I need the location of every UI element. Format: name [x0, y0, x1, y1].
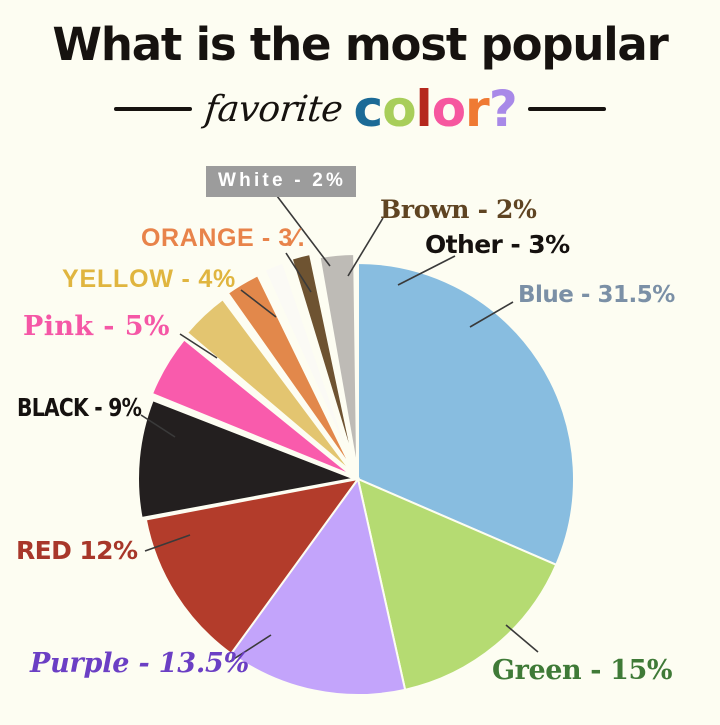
pie-slice-purple[interactable] — [229, 476, 407, 696]
pie-slice-other[interactable] — [318, 253, 359, 471]
leader-line — [347, 217, 384, 277]
slice-label-brown[interactable]: Brown - 2% — [380, 195, 537, 224]
leader-line — [505, 624, 539, 653]
title-word-color: color? — [353, 80, 518, 138]
leader-line — [397, 255, 456, 286]
pie-slice-red[interactable] — [144, 477, 361, 656]
title-rule-left — [114, 107, 193, 111]
pie-slice-brown[interactable] — [290, 252, 356, 466]
pie-slice-white[interactable] — [263, 261, 355, 468]
title-letter-o: o — [382, 80, 416, 138]
pie-slice-orange[interactable] — [226, 274, 354, 471]
leader-line — [285, 252, 312, 293]
pie-slice-black[interactable] — [137, 398, 358, 520]
title-letter-l: l — [415, 80, 433, 138]
slice-label-pink[interactable]: Pink - 5% — [23, 311, 170, 342]
pie-slice-green[interactable] — [356, 477, 558, 691]
title-letter-?: ? — [488, 80, 518, 138]
title-letter-o: o — [431, 80, 466, 138]
page-title: What is the most popular — [52, 18, 668, 71]
pie-slice-yellow[interactable] — [185, 297, 353, 474]
slice-label-blue[interactable]: Blue - 31.5% — [518, 282, 675, 308]
title-rule-right — [527, 107, 606, 111]
slice-label-white[interactable]: White - 2% — [206, 166, 357, 197]
title-subline: favorite color? — [0, 84, 720, 134]
leader-line — [276, 195, 331, 267]
leader-line — [179, 333, 218, 359]
slice-label-orange[interactable]: ORANGE - 3⁄. — [141, 224, 306, 252]
pie-slice-blue[interactable] — [357, 261, 575, 567]
leader-line — [140, 414, 176, 438]
leader-line — [469, 301, 514, 328]
slice-label-yellow[interactable]: YELLOW - 4% — [62, 265, 237, 293]
slice-label-purple[interactable]: Purple - 13.5% — [30, 648, 250, 679]
slice-label-green[interactable]: Green - 15% — [492, 655, 673, 686]
slice-label-black[interactable]: BLACK - 9% — [17, 393, 142, 422]
pie-slice-pink[interactable] — [150, 338, 353, 477]
leader-line — [144, 534, 191, 552]
leader-line — [228, 634, 272, 663]
slice-label-red[interactable]: RED 12% — [16, 536, 138, 565]
leader-line — [240, 289, 277, 318]
title-letter-c: c — [353, 80, 384, 138]
slice-label-other[interactable]: Other - 3% — [425, 230, 570, 259]
title-letter-r: r — [465, 80, 490, 138]
